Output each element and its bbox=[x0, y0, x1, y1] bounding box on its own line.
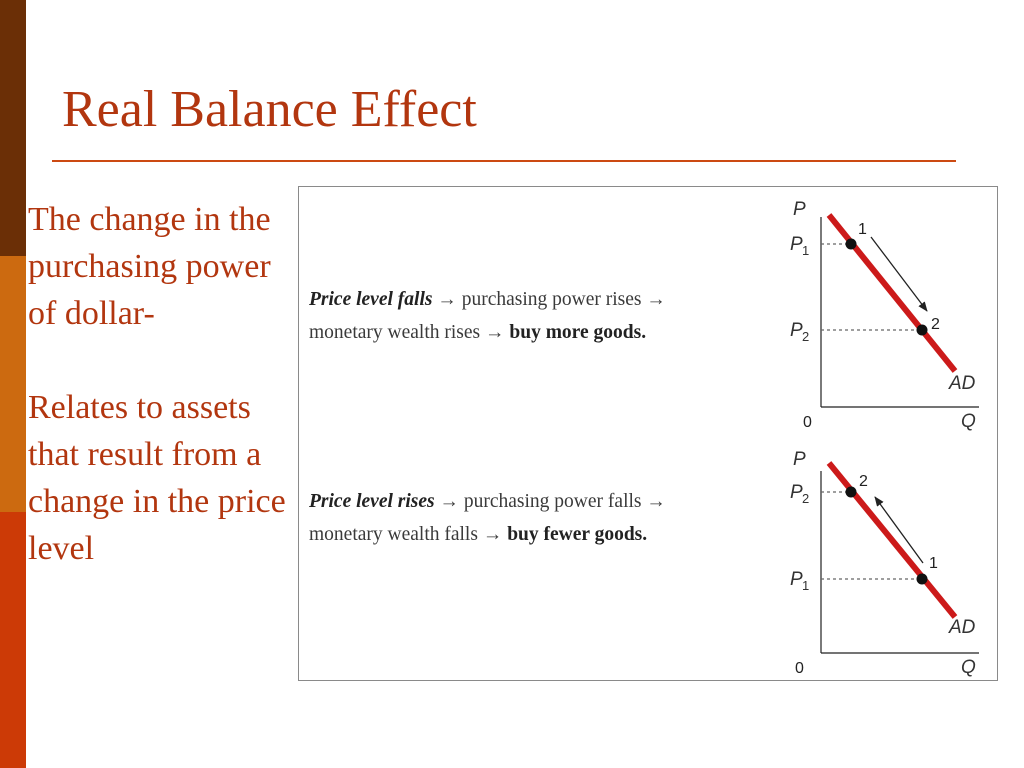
panel1-point-a-label: 1 bbox=[858, 221, 867, 238]
panel1-point-b-label: 2 bbox=[931, 316, 940, 333]
panel2-movement-arrow bbox=[874, 496, 924, 564]
title-underline bbox=[52, 160, 956, 162]
body-paragraph-relation: Relates to assets that result from a cha… bbox=[28, 389, 286, 567]
panel2-origin: 0 bbox=[795, 660, 804, 677]
panel1-price-a-sub: 1 bbox=[802, 243, 809, 258]
panel1-ad-label: AD bbox=[948, 373, 976, 394]
panel2-caption-line1: → purchasing power falls → bbox=[439, 491, 666, 512]
panel2-price-a-sub: 2 bbox=[802, 491, 809, 506]
slide-body: The change in the purchasing power of do… bbox=[28, 196, 290, 572]
panel2-point-a-label: 2 bbox=[859, 473, 868, 490]
panel1-point-a bbox=[845, 238, 857, 250]
panel2-caption-bold: buy fewer goods. bbox=[507, 524, 648, 545]
panel2-caption-italic: Price level rises bbox=[309, 491, 435, 512]
diagram-figure: Price level falls → purchasing power ris… bbox=[298, 186, 998, 681]
panel2-y-axis-label: P bbox=[793, 449, 806, 470]
panel2-price-b: P bbox=[790, 569, 803, 590]
panel1-caption-line1: → purchasing power rises → bbox=[437, 289, 666, 310]
panel1-price-b-sub: 2 bbox=[802, 329, 809, 344]
panel1-x-axis-label: Q bbox=[961, 411, 976, 432]
body-paragraph-definition: The change in the purchasing power of do… bbox=[28, 201, 271, 332]
panel1-ad-curve bbox=[826, 213, 958, 373]
panel2-price-b-sub: 1 bbox=[802, 578, 809, 593]
panel1-caption-line2: monetary wealth rises → bbox=[309, 322, 505, 343]
accent-bar-middle bbox=[0, 256, 26, 512]
panel1-price-a: P bbox=[790, 234, 803, 255]
panel1-origin: 0 bbox=[803, 414, 812, 431]
accent-bar-top bbox=[0, 0, 26, 256]
panel2-caption: Price level rises → purchasing power fal… bbox=[309, 485, 759, 551]
ad-graphs: P P 1 P 2 1 2 AD 0 Q P P 2 P 1 2 bbox=[790, 199, 979, 678]
panel2-point-b bbox=[916, 573, 928, 585]
panel2-x-axis-label: Q bbox=[961, 657, 976, 678]
panel2-ad-label: AD bbox=[948, 617, 976, 638]
panel2-graph: P P 2 P 1 2 1 AD 0 Q bbox=[790, 449, 979, 678]
panel1-caption: Price level falls → purchasing power ris… bbox=[309, 283, 759, 349]
slide-title: Real Balance Effect bbox=[62, 81, 477, 138]
panel1-point-b bbox=[916, 324, 928, 336]
panel1-movement-arrow bbox=[870, 236, 928, 312]
panel1-graph: P P 1 P 2 1 2 AD 0 Q bbox=[790, 199, 979, 432]
panel1-price-b: P bbox=[790, 320, 803, 341]
panel2-ad-curve bbox=[826, 461, 958, 619]
panel2-point-a bbox=[845, 486, 857, 498]
panel1-caption-italic: Price level falls bbox=[309, 289, 433, 310]
accent-bar-bottom bbox=[0, 512, 26, 768]
panel2-price-a: P bbox=[790, 482, 803, 503]
panel2-caption-line2: monetary wealth falls → bbox=[309, 524, 503, 545]
panel1-caption-bold: buy more goods. bbox=[509, 322, 647, 343]
panel1-y-axis-label: P bbox=[793, 199, 806, 220]
panel2-point-b-label: 1 bbox=[929, 555, 938, 572]
